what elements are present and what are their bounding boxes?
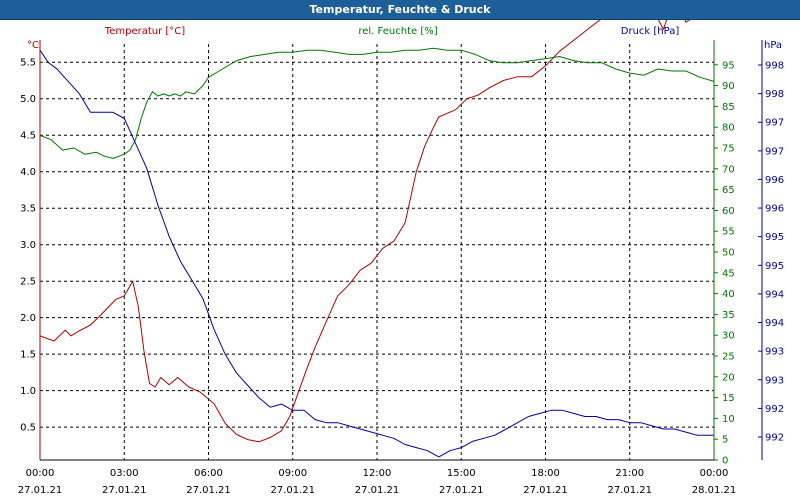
legend-temperature: Temperatur [°C]: [104, 26, 185, 37]
y-tick-humidity: 15: [722, 393, 735, 404]
left-axis-unit: °C: [27, 40, 39, 51]
y-tick-humidity: 70: [722, 164, 735, 175]
x-tick-date: 28.01.21: [692, 485, 737, 496]
humidity-line: [39, 47, 715, 159]
chart-title-bar: Temperatur, Feuchte & Druck: [0, 0, 800, 20]
y-tick-pressure: 995: [765, 261, 784, 272]
x-tick-time: 15:00: [447, 468, 476, 479]
axes-group: 00:00 27.01.21 03:00 27.01.21 06:00 27.01.21 0…: [18, 40, 784, 496]
chart-area: 00:00 27.01.21 03:00 27.01.21 06:00 27.01.21 0…: [18, 20, 784, 496]
y-tick-humidity: 80: [722, 123, 735, 134]
y-tick-temperature: 3.0: [20, 240, 36, 251]
y-tick-humidity: 55: [722, 227, 735, 238]
y-tick-pressure: 998: [765, 61, 784, 72]
y-tick-pressure: 994: [765, 318, 784, 329]
y-tick-humidity: 20: [722, 372, 735, 383]
y-tick-humidity: 95: [722, 60, 735, 71]
x-tick-time: 03:00: [110, 468, 139, 479]
x-tick-date: 27.01.21: [607, 485, 652, 496]
y-tick-humidity: 5: [722, 435, 728, 446]
y-tick-pressure: 992: [765, 404, 784, 415]
y-tick-humidity: 60: [722, 206, 735, 217]
x-tick-time: 21:00: [615, 468, 644, 479]
x-tick-date: 27.01.21: [523, 485, 568, 496]
y-tick-humidity: 65: [722, 185, 735, 196]
y-tick-temperature: 1.5: [20, 350, 36, 361]
y-tick-temperature: 5.0: [20, 94, 36, 105]
x-tick-time: 00:00: [26, 468, 55, 479]
pressure-line: [39, 49, 714, 458]
chart-title: Temperatur, Feuchte & Druck: [309, 3, 491, 16]
y-tick-temperature: 3.5: [20, 204, 36, 215]
x-tick-date: 27.01.21: [439, 485, 484, 496]
y-tick-humidity: 75: [722, 144, 735, 155]
y-tick-temperature: 1.0: [20, 386, 36, 397]
x-tick-date: 27.01.21: [186, 485, 231, 496]
y-tick-humidity: 35: [722, 310, 735, 321]
x-tick-time: 06:00: [194, 468, 223, 479]
y-tick-pressure: 997: [765, 118, 784, 129]
legend-humidity: rel. Feuchte [%]: [358, 26, 437, 37]
y-tick-humidity: 40: [722, 289, 735, 300]
y-tick-pressure: 998: [765, 89, 784, 100]
y-tick-pressure: 994: [765, 289, 784, 300]
y-tick-pressure: 993: [765, 347, 784, 358]
y-tick-temperature: 4.0: [20, 167, 36, 178]
y-tick-temperature: 5.5: [20, 58, 36, 69]
right-axis-unit: hPa: [764, 40, 782, 51]
series-group: [39, 20, 715, 458]
x-tick-time: 09:00: [278, 468, 307, 479]
y-tick-pressure: 992: [765, 433, 784, 444]
y-tick-temperature: 4.5: [20, 131, 36, 142]
x-tick-time: 12:00: [363, 468, 392, 479]
y-tick-humidity: 50: [722, 248, 735, 259]
y-tick-temperature: 2.5: [20, 277, 36, 288]
temperature-line: [39, 20, 691, 443]
x-tick-date: 27.01.21: [355, 485, 400, 496]
grid-lines: [40, 44, 714, 460]
y-tick-humidity: 25: [722, 352, 735, 363]
x-tick-date: 27.01.21: [102, 485, 147, 496]
x-tick-time: 18:00: [531, 468, 560, 479]
y-tick-pressure: 993: [765, 375, 784, 386]
y-tick-humidity: 10: [722, 414, 735, 425]
y-tick-humidity: 85: [722, 102, 735, 113]
y-tick-pressure: 996: [765, 204, 784, 215]
y-tick-humidity: 90: [722, 81, 735, 92]
y-tick-humidity: 30: [722, 331, 735, 342]
y-tick-pressure: 996: [765, 175, 784, 186]
y-tick-pressure: 995: [765, 232, 784, 243]
x-tick-date: 27.01.21: [270, 485, 315, 496]
x-tick-date: 27.01.21: [18, 485, 63, 496]
legend-pressure: Druck [hPa]: [621, 26, 680, 37]
x-tick-time: 00:00: [700, 468, 729, 479]
y-tick-temperature: 2.0: [20, 313, 36, 324]
y-tick-temperature: 0.5: [20, 423, 36, 434]
y-tick-humidity: 45: [722, 268, 735, 279]
y-tick-humidity: 0: [722, 456, 728, 467]
y-tick-pressure: 997: [765, 146, 784, 157]
